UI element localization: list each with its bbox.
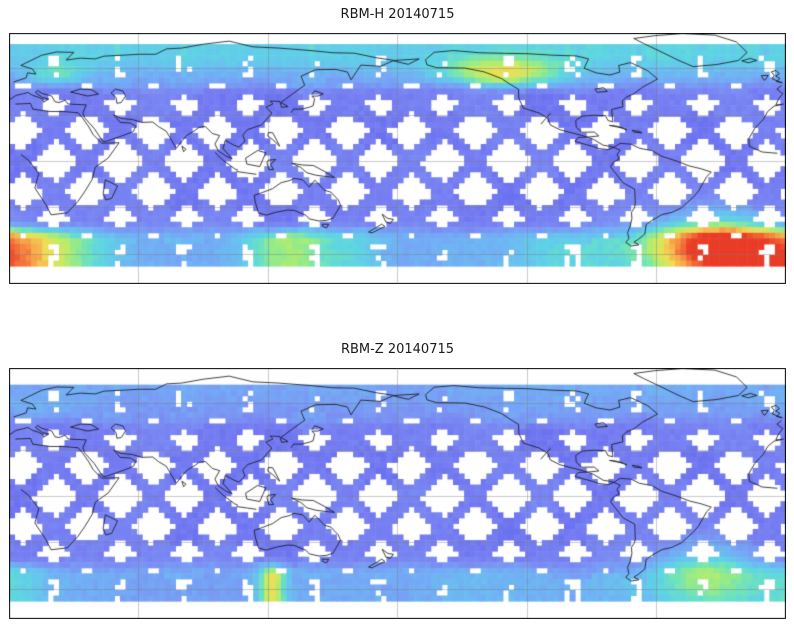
map1-title: RBM-H 20140715 — [340, 7, 455, 22]
map2-rbm-z-heatmap — [9, 368, 786, 619]
map2-title: RBM-Z 20140715 — [340, 342, 455, 357]
map1-rbm-h-heatmap — [9, 33, 786, 284]
